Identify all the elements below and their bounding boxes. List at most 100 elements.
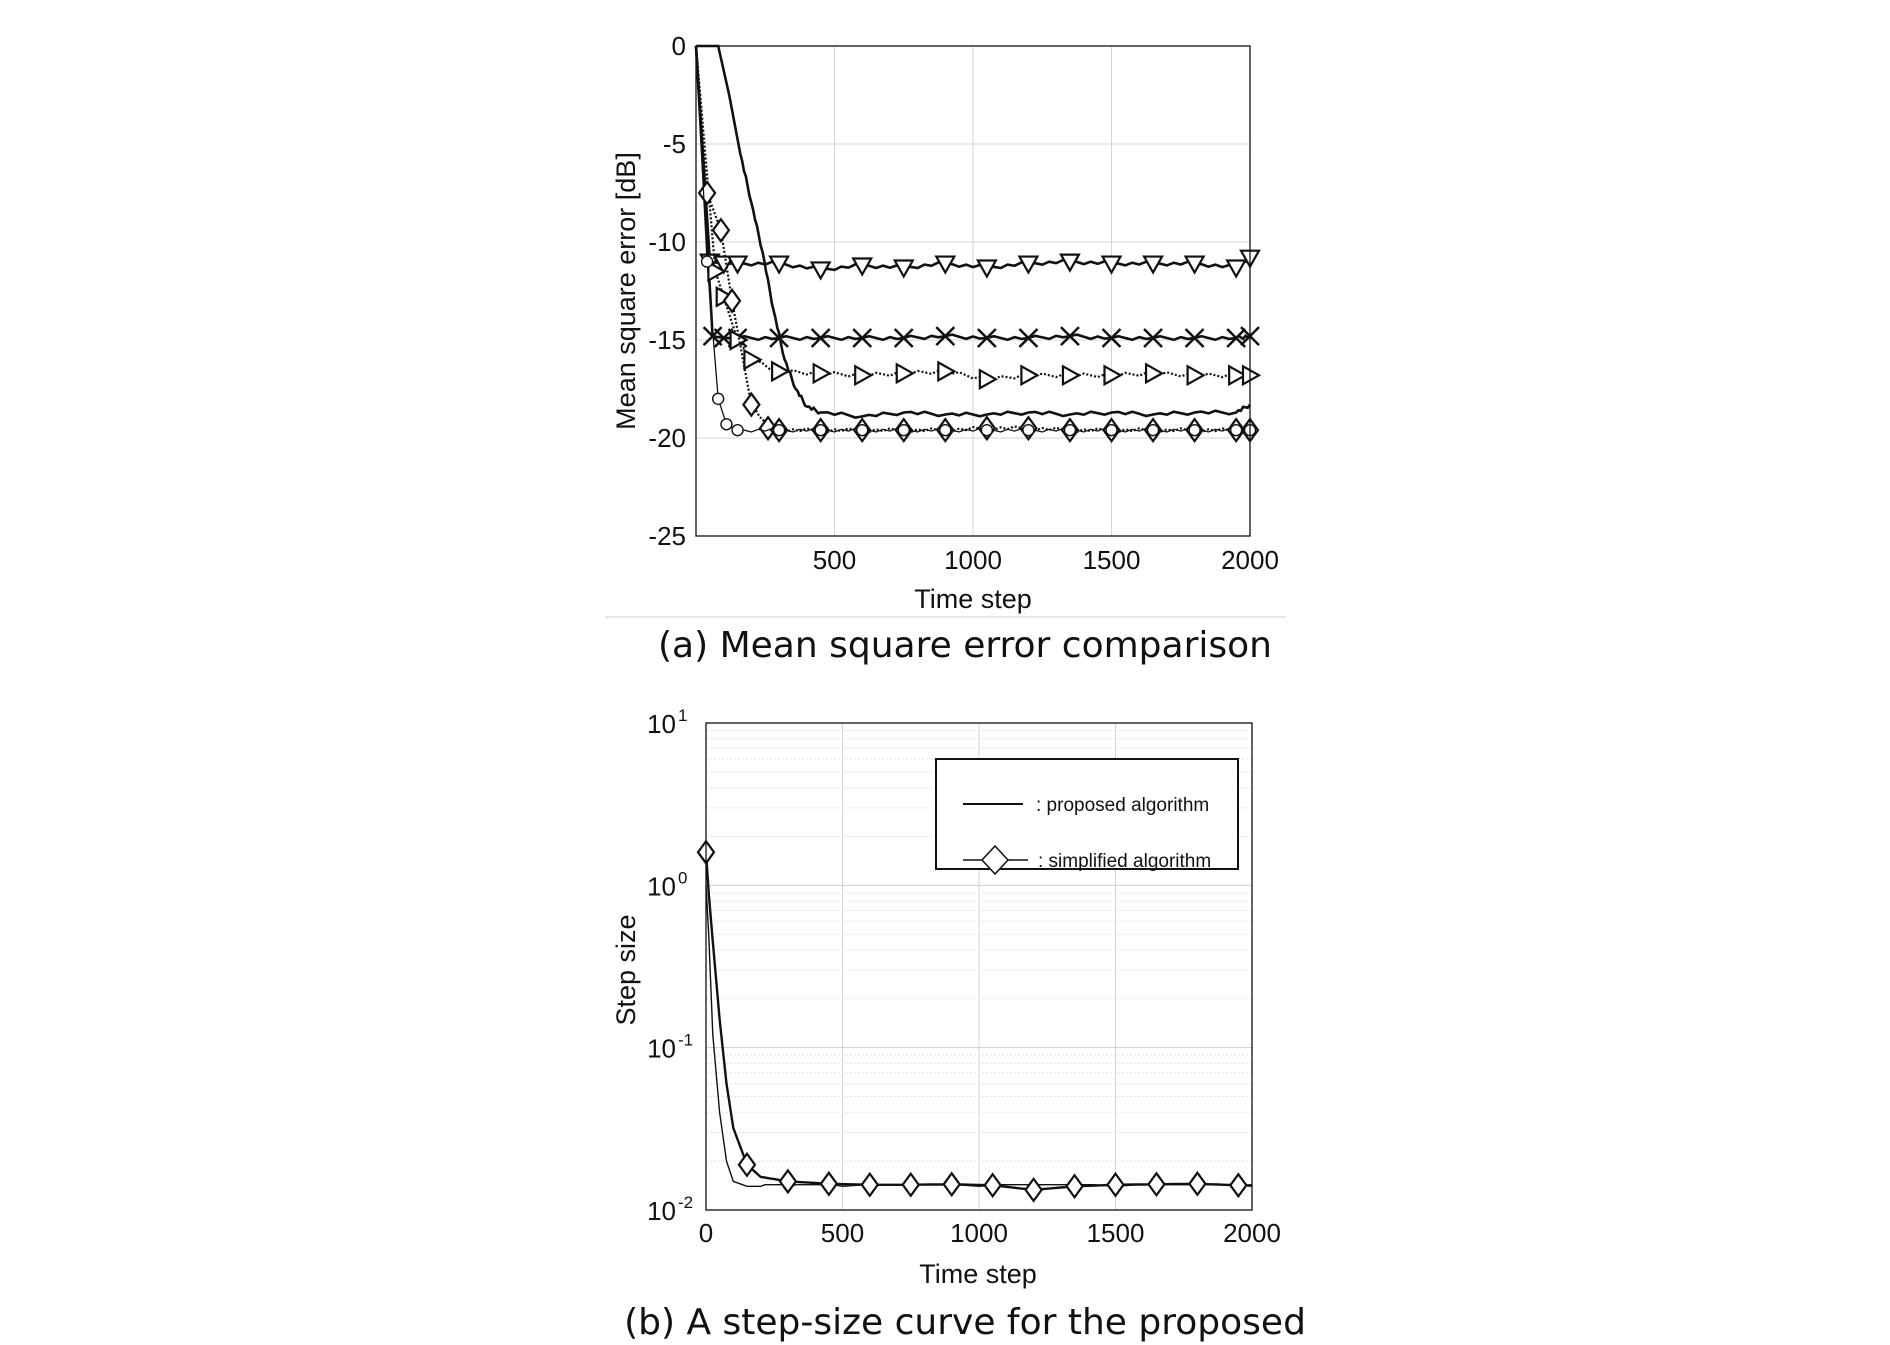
legend-box [935,758,1239,870]
chart-a-data-point [1183,255,1206,275]
chart-a-data-point [711,217,731,244]
chart-a-series-line [696,44,1252,419]
chart-a-data-point [1144,362,1165,385]
chart-a-data-point [711,392,725,405]
chart-b-x-tick-label: 1000 [950,1218,1008,1248]
chart-b-data-point [1106,1171,1125,1198]
chart-a-series-line [694,45,1251,342]
chart-a-y-tick-label: -15 [648,325,686,355]
chart-a-data-point [1186,364,1206,387]
chart-a-y-ticks: 0 -5 -10 -15 -20 -25 [648,31,686,551]
chart-a-data-point [975,259,998,279]
chart-a-data-point [1105,423,1118,437]
chart-b-legend: : proposed algorithm : simplified algori… [935,758,1239,876]
chart-b-y-tick-exponent: -2 [678,1193,693,1212]
chart-a-data-point [1143,328,1163,348]
chart-b-data-point [901,1171,921,1198]
chart-a-series-line [694,45,1250,434]
chart-b-plot-frame [705,722,1253,1211]
chart-a-data-point [893,328,914,348]
chart-a-data-point [935,326,956,346]
chart-a: 500 1000 1500 2000 0 -5 -10 -15 -20 -25 Time ste… [605,31,1285,666]
chart-a-data-point [812,362,832,385]
chart-a-data-point [697,180,717,206]
chart-b-data-point [983,1172,1003,1199]
chart-a-data-point [722,287,742,314]
chart-b-data-point [1228,1172,1248,1199]
chart-a-data-point [1146,423,1160,437]
chart-a-data-point [742,391,761,418]
chart-b-x-tick-label: 0 [699,1218,713,1248]
chart-b-caption: (b) A step-size curve for the proposed [624,1302,1306,1343]
chart-b-y-tick-label: 10 [647,871,676,901]
chart-a-data-point [1101,328,1122,348]
chart-a-data-point [772,423,786,437]
chart-b-y-tick-exponent: -1 [678,1031,693,1050]
chart-a-series-line [694,45,1251,272]
chart-b-data-point [1188,1170,1207,1197]
chart-b-data-point [737,1151,757,1178]
chart-a-y-tick-label: 0 [672,31,686,61]
chart-b-x-tick-label: 1500 [1087,1218,1145,1248]
chart-a-y-tick-label: -5 [663,129,686,159]
chart-a-x-tick-label: 1000 [944,545,1002,575]
chart-a-data-point [743,348,763,371]
chart-a-data-point [1228,364,1248,387]
chart-b-y-tick-label: 10 [647,1034,676,1064]
legend-label-simplified: : simplified algorithm [1038,851,1211,872]
chart-a-data-point [856,423,869,437]
chart-a-data-point [1103,364,1123,387]
chart-b-data-point [942,1171,962,1198]
chart-a-data-point [1100,255,1123,275]
chart-a-data-point [768,255,790,275]
chart-a-series-line [695,45,1251,433]
chart-a-data-point [851,257,874,277]
chart-a-data-point [897,423,910,437]
chart-a-data-point [980,423,994,437]
chart-a-data-point [854,364,874,387]
chart-a-data-point [1017,255,1040,275]
chart-a-plot-frame [695,45,1251,537]
chart-a-x-ticks: 500 1000 1500 2000 [813,545,1279,575]
chart-a-data-point [976,328,997,348]
chart-a-data-point [712,255,735,275]
chart-b-y-axis-label: Step size [611,914,641,1025]
chart-a-data-point [1060,326,1080,346]
chart-b-data-point [819,1170,839,1197]
chart-a-caption: (a) Mean square error comparison [658,625,1272,666]
legend-diamond-marker [980,844,1010,876]
chart-b-y-tick-label: 10 [647,709,676,739]
chart-a-x-tick-label: 1500 [1083,545,1141,575]
chart-a-x-axis-label: Time step [914,584,1032,614]
chart-b-data-point [778,1168,798,1195]
chart-a-data-point [758,415,778,442]
chart-a-data-point [1142,255,1164,275]
chart-a-x-tick-label: 500 [813,545,856,575]
chart-a-data-point [895,362,915,385]
chart-a-data-point [852,328,873,348]
chart-a-data-point [892,259,915,279]
chart-a-data-point [814,423,827,437]
chart-a-data-point [1018,328,1039,348]
chart-a-y-tick-label: -20 [648,423,686,453]
chart-a-data-point [731,423,744,437]
chart-a-data-point [700,255,714,268]
chart-a-data-point [1184,328,1205,348]
chart-a-y-axis-label: Mean square error [dB] [611,152,641,430]
chart-a-data-point [1229,423,1243,437]
chart-a-series [694,44,1262,444]
chart-b-y-tick-exponent: 0 [678,868,687,887]
chart-a-data-point [1063,423,1077,437]
chart-b-y-tick-label: 10 [647,1196,676,1226]
chart-a-grid [696,46,1250,536]
chart-a-data-point [978,368,999,391]
chart-a-data-point [1241,364,1262,387]
chart-a-y-tick-label: -10 [648,227,686,257]
chart-b-data-point [1065,1173,1084,1200]
chart-a-data-point [934,255,957,275]
chart-a-data-point [771,360,791,383]
chart-b-x-tick-label: 2000 [1223,1218,1281,1248]
